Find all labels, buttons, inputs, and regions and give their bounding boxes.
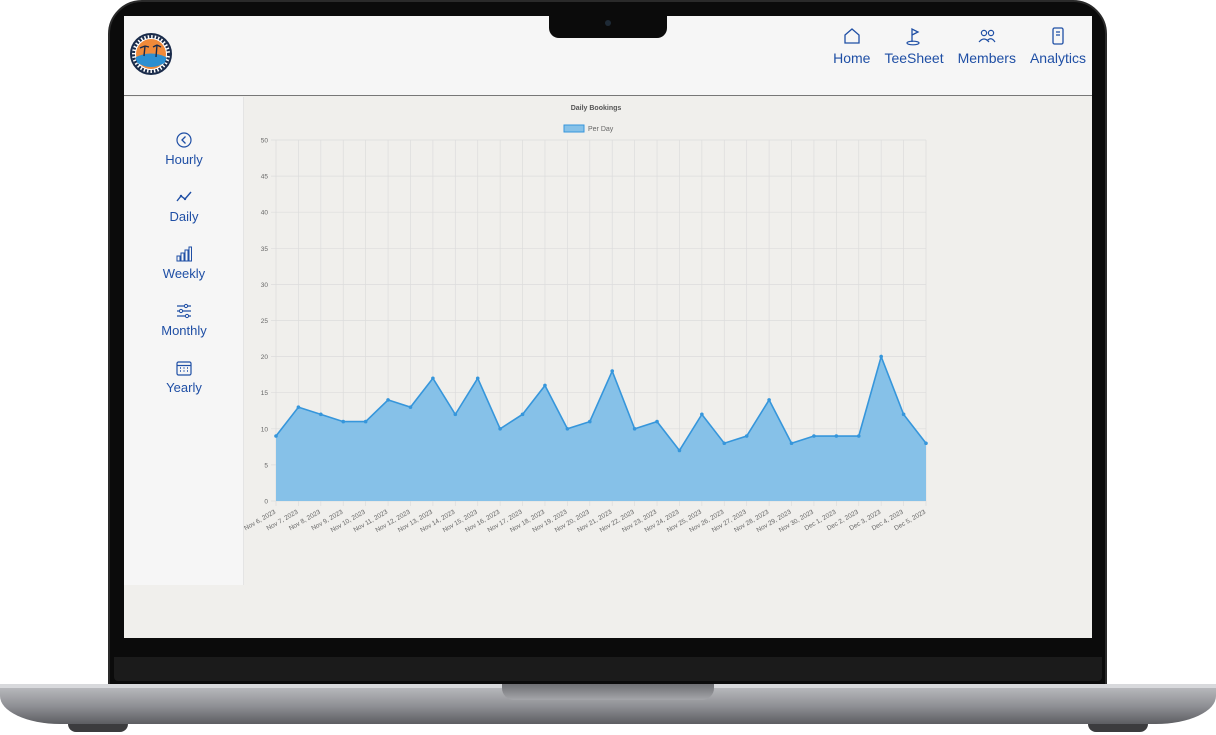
data-point bbox=[834, 434, 839, 438]
sidebar-item-label: Daily bbox=[169, 209, 199, 224]
data-point bbox=[408, 405, 413, 409]
y-tick-label: 45 bbox=[261, 174, 269, 181]
series-line bbox=[275, 354, 927, 452]
laptop-foot-left bbox=[68, 724, 128, 732]
data-point bbox=[924, 441, 928, 446]
data-point bbox=[700, 412, 704, 417]
data-point bbox=[789, 441, 794, 446]
data-point bbox=[520, 412, 525, 417]
data-point bbox=[587, 419, 592, 424]
data-point bbox=[901, 412, 906, 417]
users-icon bbox=[978, 29, 996, 43]
data-point bbox=[363, 419, 368, 424]
sidebar-item-label: Hourly bbox=[165, 152, 203, 167]
report-sidebar: Hourly Daily Weekly Monthly Yearly bbox=[124, 97, 244, 585]
data-point bbox=[498, 427, 502, 431]
y-tick-label: 15 bbox=[261, 390, 269, 397]
daily-bookings-chart: Daily Bookings Per Day 0 5 10 15 20 25 30 35 40 4… bbox=[244, 105, 928, 534]
sidebar-item-label: Monthly bbox=[161, 323, 207, 338]
y-axis: 0 5 10 15 20 25 30 35 40 45 50 bbox=[261, 138, 269, 506]
sliders-icon bbox=[177, 303, 191, 319]
legend-swatch bbox=[563, 124, 585, 133]
y-tick-label: 25 bbox=[261, 318, 269, 325]
sidebar-item-label: Yearly bbox=[166, 380, 202, 395]
top-nav: Home TeeSheet Members Analytics bbox=[833, 26, 1086, 66]
data-point bbox=[453, 412, 458, 417]
data-point bbox=[655, 419, 659, 424]
camera-icon bbox=[605, 20, 611, 26]
chart-legend[interactable]: Per Day bbox=[563, 124, 614, 133]
report-icon bbox=[1052, 27, 1064, 45]
sidebar-item-daily[interactable]: Daily bbox=[124, 188, 244, 224]
data-point bbox=[431, 376, 435, 381]
trend-line-icon bbox=[176, 191, 192, 202]
sidebar-item-yearly[interactable]: Yearly bbox=[124, 359, 244, 395]
laptop-chin bbox=[114, 657, 1102, 681]
laptop-thumb-notch bbox=[502, 684, 714, 700]
nav-members[interactable]: Members bbox=[958, 26, 1016, 66]
y-tick-label: 20 bbox=[261, 354, 269, 361]
data-point bbox=[296, 405, 301, 409]
nav-home[interactable]: Home bbox=[833, 26, 870, 66]
chevron-left-circle-icon bbox=[176, 132, 192, 148]
y-tick-label: 50 bbox=[261, 138, 269, 145]
calendar-icon bbox=[176, 361, 192, 376]
sidebar-item-hourly[interactable]: Hourly bbox=[124, 131, 244, 167]
golf-flag-icon bbox=[906, 27, 920, 46]
data-point bbox=[543, 383, 547, 388]
sidebar-item-weekly[interactable]: Weekly bbox=[124, 245, 244, 281]
nav-teesheet-label: TeeSheet bbox=[884, 50, 944, 66]
series-per-day bbox=[274, 354, 928, 501]
data-point bbox=[632, 427, 637, 431]
y-tick-label: 30 bbox=[261, 282, 269, 289]
sidebar-item-label: Weekly bbox=[162, 266, 206, 281]
legend-label: Per Day bbox=[588, 126, 614, 133]
data-point bbox=[812, 434, 816, 438]
data-point bbox=[722, 441, 727, 446]
data-point bbox=[677, 448, 682, 453]
data-point bbox=[319, 412, 323, 417]
data-point bbox=[386, 398, 390, 402]
camera-notch bbox=[549, 15, 667, 38]
series-area-fill bbox=[276, 356, 926, 501]
nav-home-label: Home bbox=[833, 50, 871, 66]
bar-chart-icon bbox=[176, 246, 192, 262]
data-point bbox=[475, 376, 480, 381]
sidebar-item-monthly[interactable]: Monthly bbox=[124, 302, 244, 338]
nav-analytics-label: Analytics bbox=[1029, 50, 1086, 66]
y-tick-label: 0 bbox=[264, 499, 268, 506]
y-tick-label: 10 bbox=[261, 426, 269, 433]
data-point bbox=[341, 419, 346, 424]
app-screen: Home TeeSheet Members Analytics Hourly D… bbox=[124, 16, 1092, 638]
chart-title: Daily Bookings bbox=[571, 105, 622, 112]
nav-members-label: Members bbox=[957, 50, 1016, 66]
y-tick-label: 40 bbox=[261, 210, 269, 217]
data-point bbox=[565, 427, 570, 431]
y-tick-label: 35 bbox=[261, 246, 269, 253]
home-icon bbox=[844, 28, 860, 44]
data-point bbox=[856, 434, 861, 438]
nav-analytics[interactable]: Analytics bbox=[1030, 26, 1086, 66]
data-point bbox=[610, 369, 615, 373]
data-point bbox=[767, 398, 771, 402]
data-point bbox=[879, 354, 883, 359]
laptop-foot-right bbox=[1088, 724, 1148, 732]
data-point bbox=[744, 434, 749, 438]
data-point bbox=[274, 434, 278, 438]
nav-teesheet[interactable]: TeeSheet bbox=[884, 26, 944, 66]
y-tick-label: 5 bbox=[264, 462, 268, 469]
club-logo[interactable] bbox=[130, 26, 172, 82]
